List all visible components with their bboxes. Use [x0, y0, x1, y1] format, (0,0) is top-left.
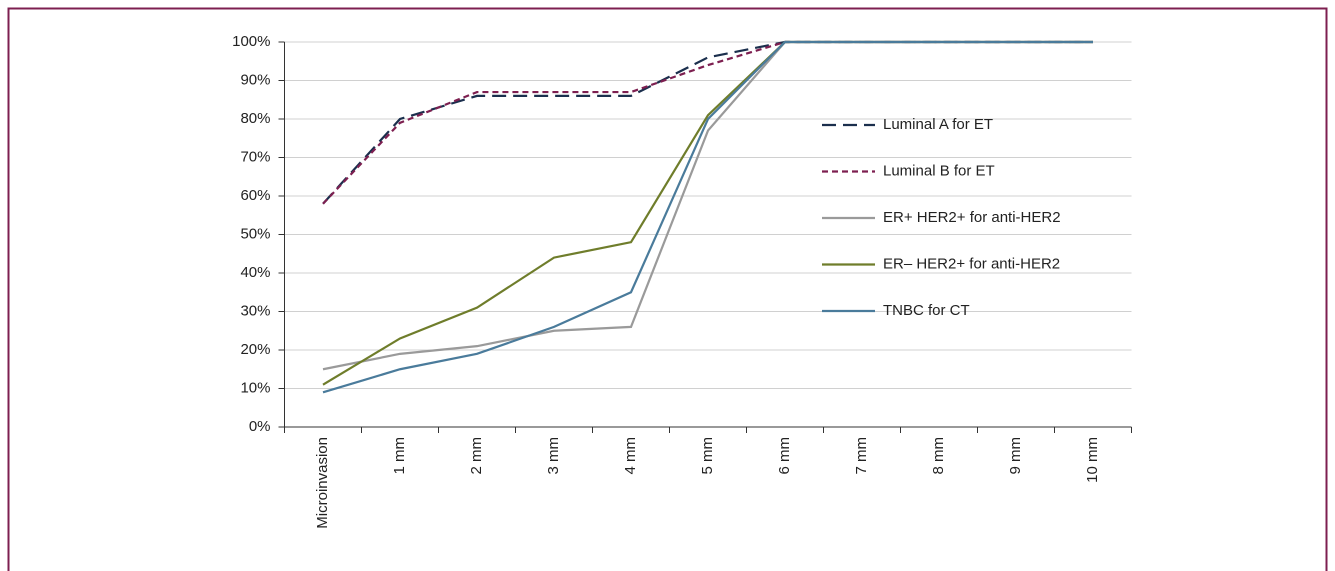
x-tick-label: 5 mm: [699, 437, 716, 475]
x-tick-label: 8 mm: [930, 437, 947, 475]
y-tick-label: 10%: [240, 379, 270, 396]
frame: [7, 7, 1328, 571]
x-tick-label: 1 mm: [391, 437, 408, 475]
x-tick-label: 2 mm: [468, 437, 485, 475]
y-tick-label: 70%: [240, 148, 270, 165]
x-tick-label: 9 mm: [1007, 437, 1024, 475]
x-tick-label: 4 mm: [622, 437, 639, 475]
y-tick-label: 60%: [240, 187, 270, 204]
x-tick-label: Microinvasion: [314, 437, 331, 529]
y-tick-label: 100%: [232, 33, 270, 50]
x-tick-label: 3 mm: [545, 437, 562, 475]
legend-label: ER– HER2+ for anti-HER2: [883, 255, 1060, 272]
legend-label: Luminal A for ET: [883, 116, 993, 133]
legend-label: ER+ HER2+ for anti-HER2: [883, 209, 1061, 226]
y-tick-label: 80%: [240, 110, 270, 127]
series-line: [322, 40, 1093, 371]
y-tick-label: 90%: [240, 71, 270, 88]
y-tick-label: 0%: [249, 418, 271, 435]
x-tick-label: 10 mm: [1084, 437, 1101, 483]
y-tick-label: 50%: [240, 225, 270, 242]
y-tick-label: 40%: [240, 264, 270, 281]
y-tick-label: 20%: [240, 341, 270, 358]
y-tick-label: 30%: [240, 302, 270, 319]
legend-label: Luminal B for ET: [883, 162, 995, 179]
series-line: [322, 40, 1093, 394]
legend-label: TNBC for CT: [883, 302, 970, 319]
x-tick-label: 6 mm: [776, 437, 793, 475]
x-tick-label: 7 mm: [853, 437, 870, 475]
